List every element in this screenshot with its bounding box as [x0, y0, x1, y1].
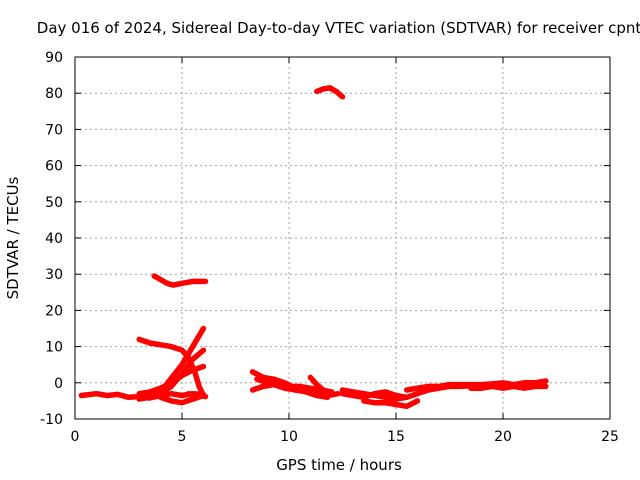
y-tick-label: 80 — [45, 86, 63, 102]
x-tick-label: 15 — [387, 429, 405, 445]
series-arc-15 — [361, 398, 421, 410]
chart-title: Day 016 of 2024, Sidereal Day-to-day VTE… — [37, 19, 640, 37]
y-tick-label: 10 — [45, 340, 63, 356]
x-tick-label: 0 — [71, 429, 80, 445]
series-arc-4 — [153, 325, 207, 397]
y-tick-label: 60 — [45, 159, 63, 175]
y-tick-label: 90 — [45, 50, 63, 66]
series-arc-8 — [151, 273, 209, 288]
series-arc-7 — [136, 336, 207, 399]
series-arc-16 — [339, 389, 410, 401]
x-tick-label: 25 — [601, 429, 619, 445]
x-tick-label: 5 — [178, 429, 187, 445]
axis-ticks: 0 5 10 15 20 25 -10 0 10 20 30 40 50 60 70 80 90 — [40, 50, 619, 445]
y-tick-label: 20 — [45, 303, 63, 319]
series-arc-5 — [157, 392, 207, 406]
y-tick-label: 40 — [45, 231, 63, 247]
y-tick-label: -10 — [40, 412, 63, 428]
series-arc-3 — [136, 347, 207, 402]
series-arc-13 — [314, 85, 346, 100]
data-series — [78, 85, 549, 410]
y-tick-label: 0 — [54, 376, 63, 392]
x-tick-label: 10 — [280, 429, 298, 445]
series-arc-18 — [468, 383, 549, 391]
x-axis-label: GPS time / hours — [276, 456, 402, 474]
y-tick-label: 50 — [45, 195, 63, 211]
x-tick-label: 20 — [494, 429, 512, 445]
series-arc-12 — [307, 374, 335, 397]
y-tick-label: 30 — [45, 267, 63, 283]
y-axis-label: SDTVAR / TECUs — [4, 176, 22, 299]
grid — [75, 57, 610, 419]
series-arc-17 — [403, 378, 549, 393]
y-tick-label: 70 — [45, 122, 63, 138]
